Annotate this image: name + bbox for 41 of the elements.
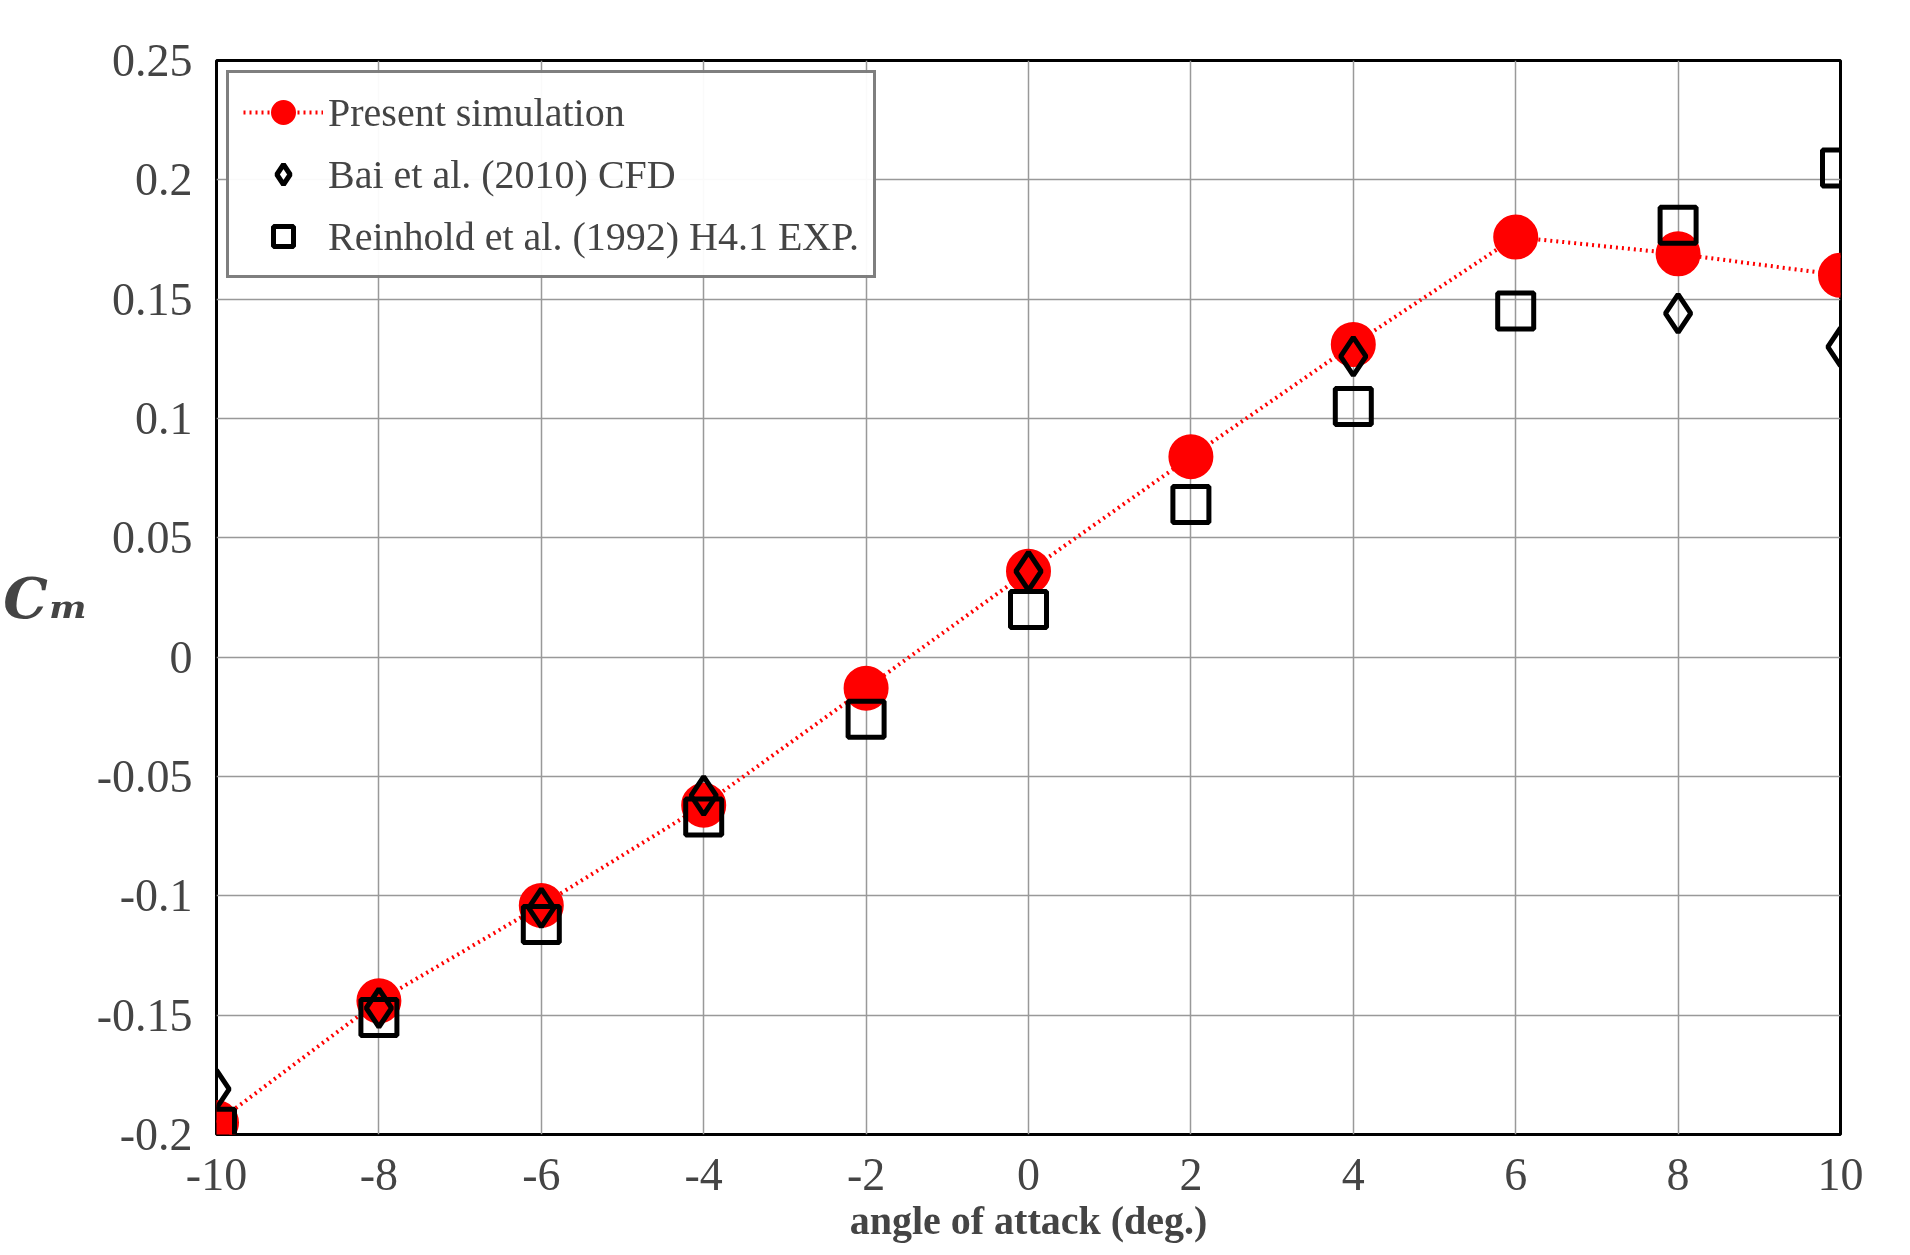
y-tick-label: 0 bbox=[169, 631, 193, 683]
legend-label: Bai et al. (2010) CFD bbox=[328, 150, 676, 198]
x-tick-label: 4 bbox=[1341, 1148, 1365, 1200]
point bbox=[1495, 290, 1537, 332]
y-tick-label: 0.1 bbox=[135, 393, 193, 444]
x-tick-label: 2 bbox=[1179, 1148, 1203, 1200]
y-axis-title: Cₘ bbox=[3, 564, 89, 631]
x-tick-label: -2 bbox=[846, 1148, 886, 1200]
point bbox=[1008, 588, 1049, 630]
y-tick-label: 0.05 bbox=[112, 512, 193, 564]
point bbox=[688, 774, 719, 818]
x-tick-label: -8 bbox=[359, 1148, 399, 1200]
x-tick-label: 8 bbox=[1666, 1148, 1690, 1200]
y-tick-label: -0.1 bbox=[119, 870, 193, 922]
legend-label: Reinhold et al. (1992) H4.1 EXP. bbox=[328, 212, 860, 260]
point bbox=[1493, 214, 1539, 260]
point bbox=[845, 698, 887, 740]
point bbox=[1662, 291, 1694, 335]
point bbox=[358, 997, 400, 1039]
point bbox=[1657, 204, 1699, 246]
y-tick-label: 0.25 bbox=[112, 35, 193, 86]
point bbox=[683, 796, 725, 838]
legend-label: Present simulation bbox=[328, 88, 625, 136]
x-tick-label: 10 bbox=[1817, 1148, 1864, 1200]
x-tick-label: -6 bbox=[522, 1148, 561, 1200]
x-tick-label: -4 bbox=[684, 1148, 723, 1200]
point bbox=[1170, 483, 1212, 525]
point bbox=[1338, 334, 1369, 378]
point bbox=[1332, 386, 1374, 428]
x-tick-label: 0 bbox=[1017, 1148, 1040, 1200]
point bbox=[526, 886, 557, 930]
y-tick-label: 0.2 bbox=[135, 154, 193, 206]
point bbox=[1168, 434, 1214, 480]
point bbox=[520, 903, 562, 945]
y-tick-label: -0.15 bbox=[96, 989, 193, 1041]
y-tick-label: 0.15 bbox=[112, 273, 193, 325]
x-tick-label: 6 bbox=[1504, 1148, 1528, 1200]
point bbox=[363, 986, 395, 1030]
y-tick-label: -0.2 bbox=[119, 1109, 193, 1160]
y-tick-label: -0.05 bbox=[96, 751, 193, 802]
x-axis-title: angle of attack (deg.) bbox=[849, 1197, 1208, 1243]
